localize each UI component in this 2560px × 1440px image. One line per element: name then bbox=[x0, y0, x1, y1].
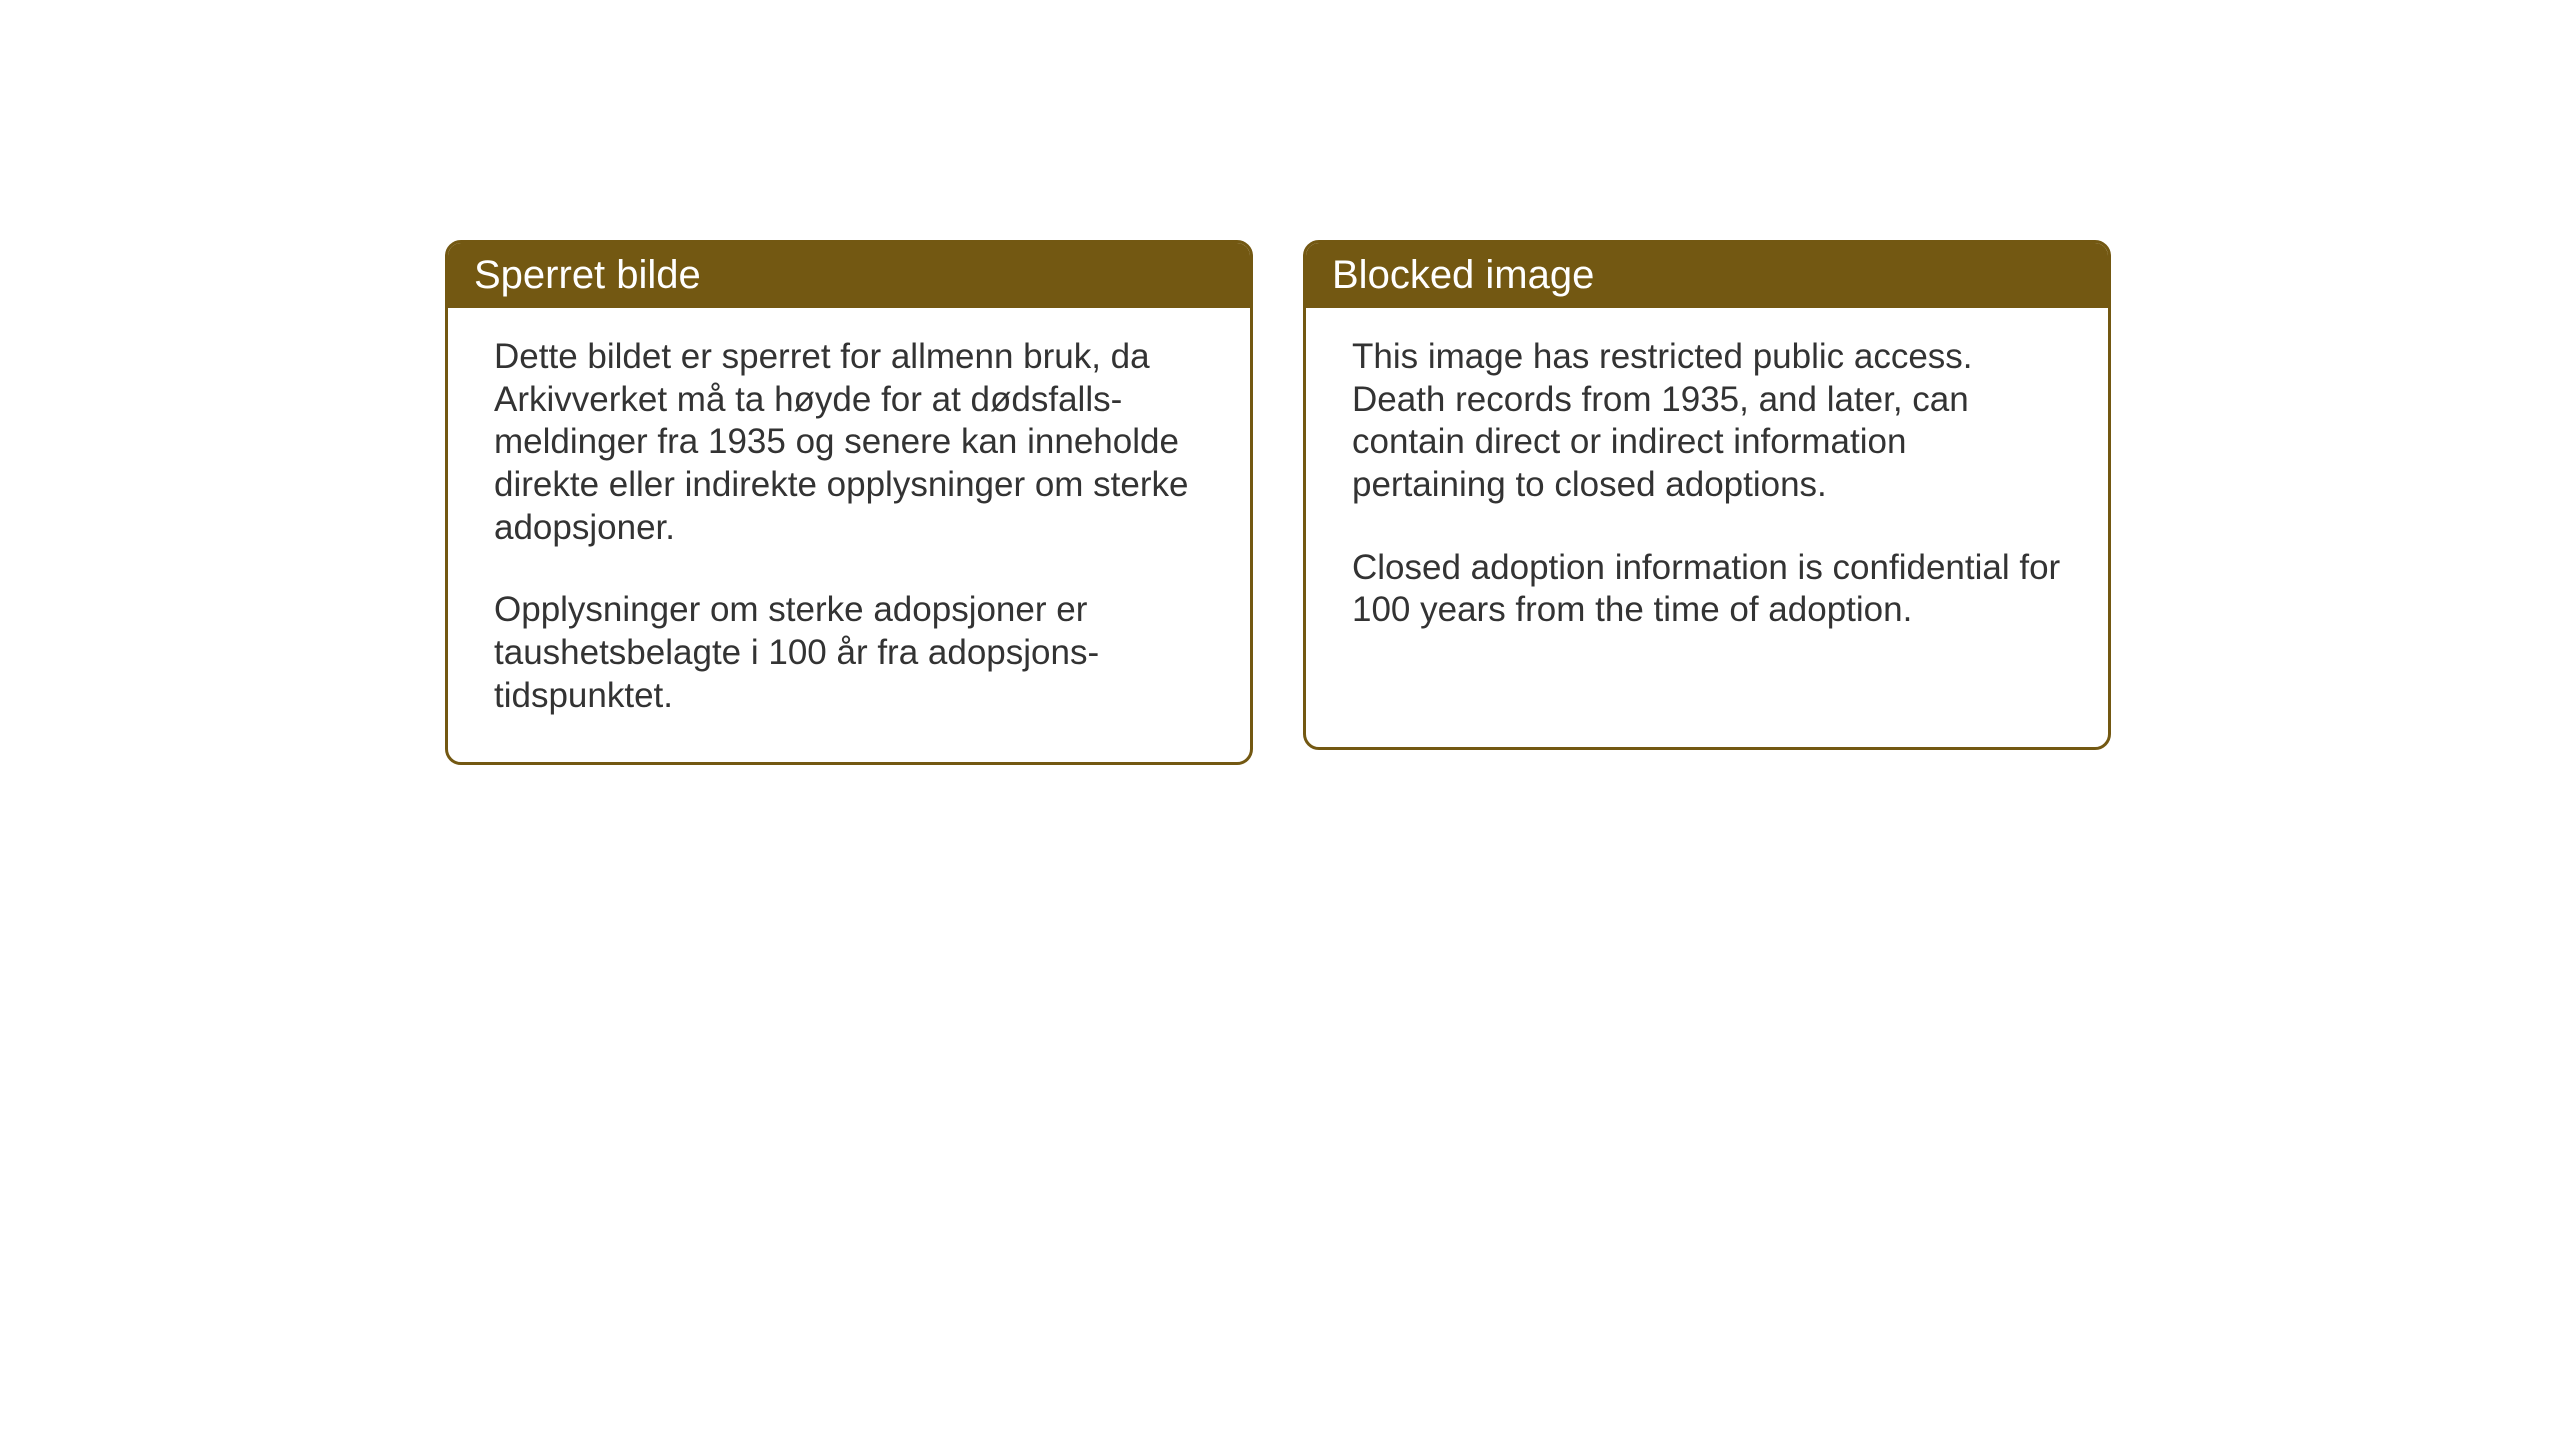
card-header-norwegian: Sperret bilde bbox=[448, 243, 1250, 308]
card-title-norwegian: Sperret bilde bbox=[474, 253, 701, 297]
card-header-english: Blocked image bbox=[1306, 243, 2108, 308]
card-body-norwegian: Dette bildet er sperret for allmenn bruk… bbox=[448, 308, 1250, 762]
card-title-english: Blocked image bbox=[1332, 253, 1594, 297]
card-paragraph-1-norwegian: Dette bildet er sperret for allmenn bruk… bbox=[494, 336, 1204, 549]
card-body-english: This image has restricted public access.… bbox=[1306, 308, 2108, 676]
notice-cards-container: Sperret bilde Dette bildet er sperret fo… bbox=[445, 240, 2111, 765]
notice-card-norwegian: Sperret bilde Dette bildet er sperret fo… bbox=[445, 240, 1253, 765]
card-paragraph-2-english: Closed adoption information is confident… bbox=[1352, 547, 2062, 632]
notice-card-english: Blocked image This image has restricted … bbox=[1303, 240, 2111, 750]
card-paragraph-2-norwegian: Opplysninger om sterke adopsjoner er tau… bbox=[494, 589, 1204, 717]
card-paragraph-1-english: This image has restricted public access.… bbox=[1352, 336, 2062, 507]
